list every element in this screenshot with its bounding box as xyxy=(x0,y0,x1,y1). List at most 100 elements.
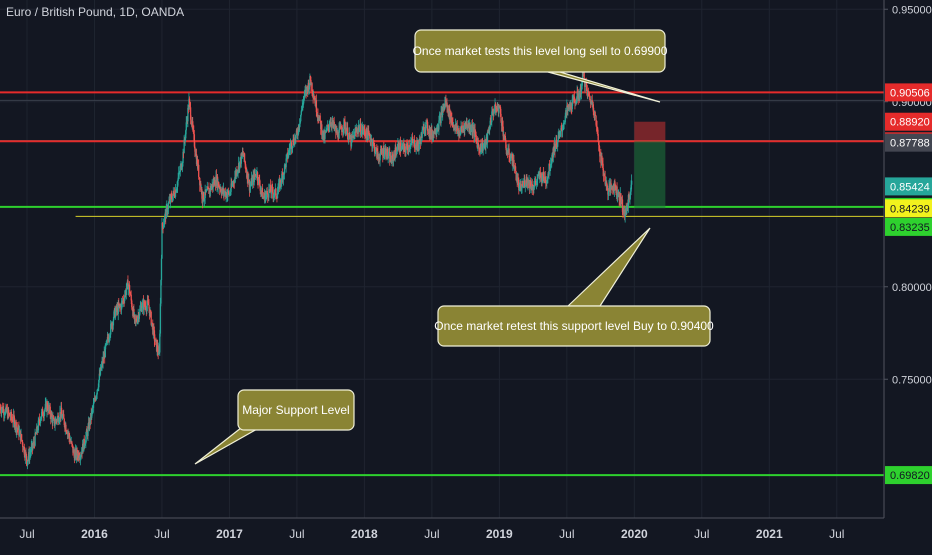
candle-body xyxy=(607,188,609,195)
candle-body xyxy=(163,222,165,225)
candle-body xyxy=(306,86,308,94)
candle xyxy=(534,176,537,186)
candle-body xyxy=(151,322,153,324)
candle-body xyxy=(341,128,343,133)
candle xyxy=(40,417,42,420)
candle-body xyxy=(55,419,57,421)
candle-body xyxy=(89,419,91,429)
candle xyxy=(293,134,295,146)
candle-body xyxy=(283,173,285,175)
callout-3[interactable]: Major Support Level xyxy=(194,389,355,465)
candle-body xyxy=(329,122,332,126)
candle xyxy=(391,150,393,167)
candle xyxy=(139,305,141,316)
level-badge[interactable]: 0.88920 xyxy=(885,112,932,131)
candle-body xyxy=(499,107,502,114)
candle xyxy=(249,181,252,193)
candle-body xyxy=(229,191,232,194)
level-badge[interactable]: 0.90506 xyxy=(885,83,932,102)
candle-body xyxy=(436,129,438,131)
candle-body xyxy=(302,104,304,106)
candle-body xyxy=(160,258,163,281)
candle xyxy=(98,367,101,383)
level-badge-bg xyxy=(885,217,932,236)
candle-body xyxy=(588,92,590,96)
candle-body xyxy=(482,145,484,151)
candle-body xyxy=(155,339,157,341)
candle-body xyxy=(49,406,51,416)
candle xyxy=(504,132,506,141)
candle-body xyxy=(592,104,594,112)
candle xyxy=(34,428,36,447)
candle xyxy=(557,140,559,152)
candle-body xyxy=(78,452,80,459)
candle-body xyxy=(172,195,174,201)
candle-body xyxy=(604,175,606,177)
candle-body xyxy=(486,131,489,143)
candle xyxy=(342,128,345,137)
candle-body xyxy=(575,101,578,104)
candle-body xyxy=(506,153,509,154)
candle xyxy=(565,107,567,117)
candle-body xyxy=(504,135,506,141)
candle xyxy=(495,106,497,116)
candle xyxy=(44,397,47,412)
candle-body xyxy=(174,190,177,197)
candle-body xyxy=(105,344,107,346)
candle-body xyxy=(259,185,261,191)
callout-text: Once market tests this level long sell t… xyxy=(413,44,668,58)
candle-body xyxy=(401,146,403,150)
candle-body xyxy=(42,409,44,416)
level-badge[interactable]: 0.84239 xyxy=(885,199,932,218)
candle-body xyxy=(104,345,106,358)
level-badge[interactable]: 0.83235 xyxy=(885,217,932,236)
candle xyxy=(36,425,38,436)
candle-body xyxy=(280,182,282,184)
level-badge[interactable]: 0.69820 xyxy=(885,466,932,485)
time-axis[interactable]: Jul 2016 Jul 2017 Jul 2018 Jul 2019 Jul 2020 Jul 20… xyxy=(0,517,884,541)
candle-body xyxy=(97,387,99,390)
level-badge[interactable]: 0.85424 xyxy=(885,177,932,196)
candle-body xyxy=(547,173,549,178)
candle-body xyxy=(421,130,423,138)
candle-body xyxy=(601,161,604,164)
candle-body xyxy=(36,426,38,431)
candle xyxy=(374,142,376,157)
candle-body xyxy=(288,149,290,155)
candle-body xyxy=(485,141,487,148)
candle-body xyxy=(499,105,501,108)
candle-body xyxy=(409,146,411,148)
level-badge[interactable]: 0.87788 xyxy=(885,133,932,152)
candle-body xyxy=(92,407,94,409)
candle xyxy=(172,187,174,201)
candle-body xyxy=(523,182,525,187)
candle-body xyxy=(159,303,162,334)
candle xyxy=(223,188,225,201)
candle xyxy=(221,186,223,196)
time-tick-label: 2020 xyxy=(621,527,648,541)
candle-body xyxy=(412,140,415,144)
candle-body xyxy=(180,163,183,170)
candle-body xyxy=(200,183,202,191)
price-axis[interactable]: 0.950000.900000.800000.750000.905060.889… xyxy=(883,0,932,518)
callout-2[interactable]: Once market retest this support level Bu… xyxy=(434,227,714,347)
candle xyxy=(247,171,249,188)
candle-body xyxy=(0,407,2,411)
candle-body xyxy=(129,293,131,295)
candle-body xyxy=(245,164,247,170)
candle xyxy=(401,140,403,151)
candle-body xyxy=(170,195,172,197)
candle xyxy=(290,141,293,155)
candle xyxy=(243,152,246,163)
candle xyxy=(559,131,562,138)
candle-body xyxy=(403,144,405,150)
candle-body xyxy=(16,427,18,429)
candle xyxy=(486,130,489,149)
candle-body xyxy=(302,99,305,105)
candle-body xyxy=(493,111,495,115)
candle-body xyxy=(154,339,157,342)
candle-body xyxy=(261,187,264,199)
callout-1[interactable]: Once market tests this level long sell t… xyxy=(413,29,668,103)
candle-body xyxy=(296,132,299,135)
